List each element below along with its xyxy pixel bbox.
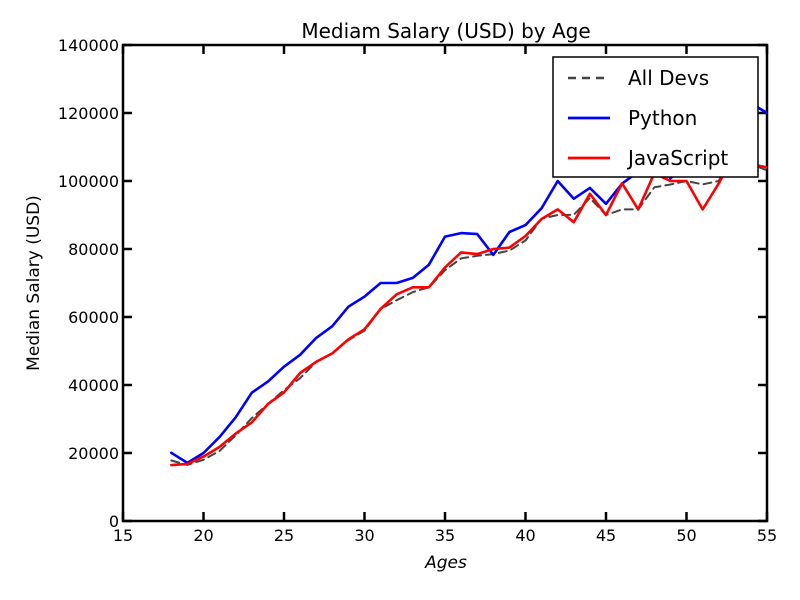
x-tick-label: 55 bbox=[757, 526, 777, 545]
x-tick-label: 30 bbox=[354, 526, 374, 545]
y-tick-label: 120000 bbox=[58, 104, 119, 123]
legend-label: JavaScript bbox=[626, 146, 728, 170]
legend-label: All Devs bbox=[628, 66, 709, 90]
x-tick-label: 15 bbox=[113, 526, 133, 545]
axis-ticks: 15 20 25 30 35 40 45 50 55 0 20000 40000 60000 80000 1… bbox=[58, 36, 777, 545]
chart-title: Mediam Salary (USD) by Age bbox=[301, 19, 590, 43]
y-tick-label: 100000 bbox=[58, 172, 119, 191]
x-tick-label: 25 bbox=[274, 526, 294, 545]
x-tick-label: 20 bbox=[193, 526, 213, 545]
y-tick-label: 0 bbox=[109, 512, 119, 531]
series-line-javascript bbox=[170, 152, 767, 467]
y-tick-label: 60000 bbox=[68, 308, 119, 327]
y-tick-label: 40000 bbox=[68, 376, 119, 395]
x-tick-label: 45 bbox=[596, 526, 616, 545]
x-tick-label: 50 bbox=[676, 526, 696, 545]
y-tick-label: 80000 bbox=[68, 240, 119, 259]
legend-label: Python bbox=[628, 106, 697, 130]
y-tick-label: 140000 bbox=[58, 36, 119, 55]
y-tick-label: 20000 bbox=[68, 444, 119, 463]
x-axis-label: Ages bbox=[424, 553, 467, 573]
legend: All Devs Python JavaScript bbox=[552, 56, 759, 178]
x-tick-label: 40 bbox=[515, 526, 535, 545]
series-line-all-devs bbox=[170, 149, 767, 466]
x-tick-label: 35 bbox=[435, 526, 455, 545]
y-axis-label: Median Salary (USD) bbox=[24, 195, 44, 371]
